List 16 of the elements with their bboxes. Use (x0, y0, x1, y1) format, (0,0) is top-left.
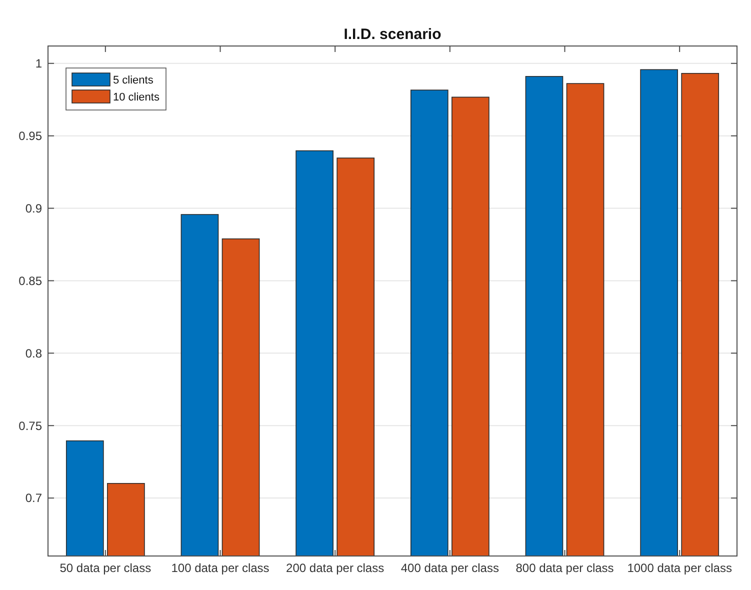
x-tick-label: 400 data per class (400, 561, 499, 575)
y-tick-label: 0.7 (25, 491, 42, 506)
y-tick-label: 0.95 (18, 129, 42, 144)
y-tick-label: 0.75 (18, 418, 42, 433)
chart-title: I.I.D. scenario (344, 26, 442, 43)
x-tick-label: 100 data per class (171, 561, 270, 575)
x-tick-label: 800 data per class (516, 561, 614, 575)
y-tick-label: 0.9 (25, 201, 42, 216)
x-tick-label: 1000 data per class (627, 561, 732, 575)
y-tick-label: 0.8 (25, 346, 42, 360)
x-tick-label: 200 data per class (286, 561, 384, 575)
x-tick-label: 50 data per class (60, 561, 152, 575)
y-tick-label: 0.85 (18, 274, 42, 288)
y-tick-label: 1 (35, 56, 42, 71)
legend-label: 10 clients (113, 92, 160, 104)
legend-label: 5 clients (113, 74, 154, 86)
